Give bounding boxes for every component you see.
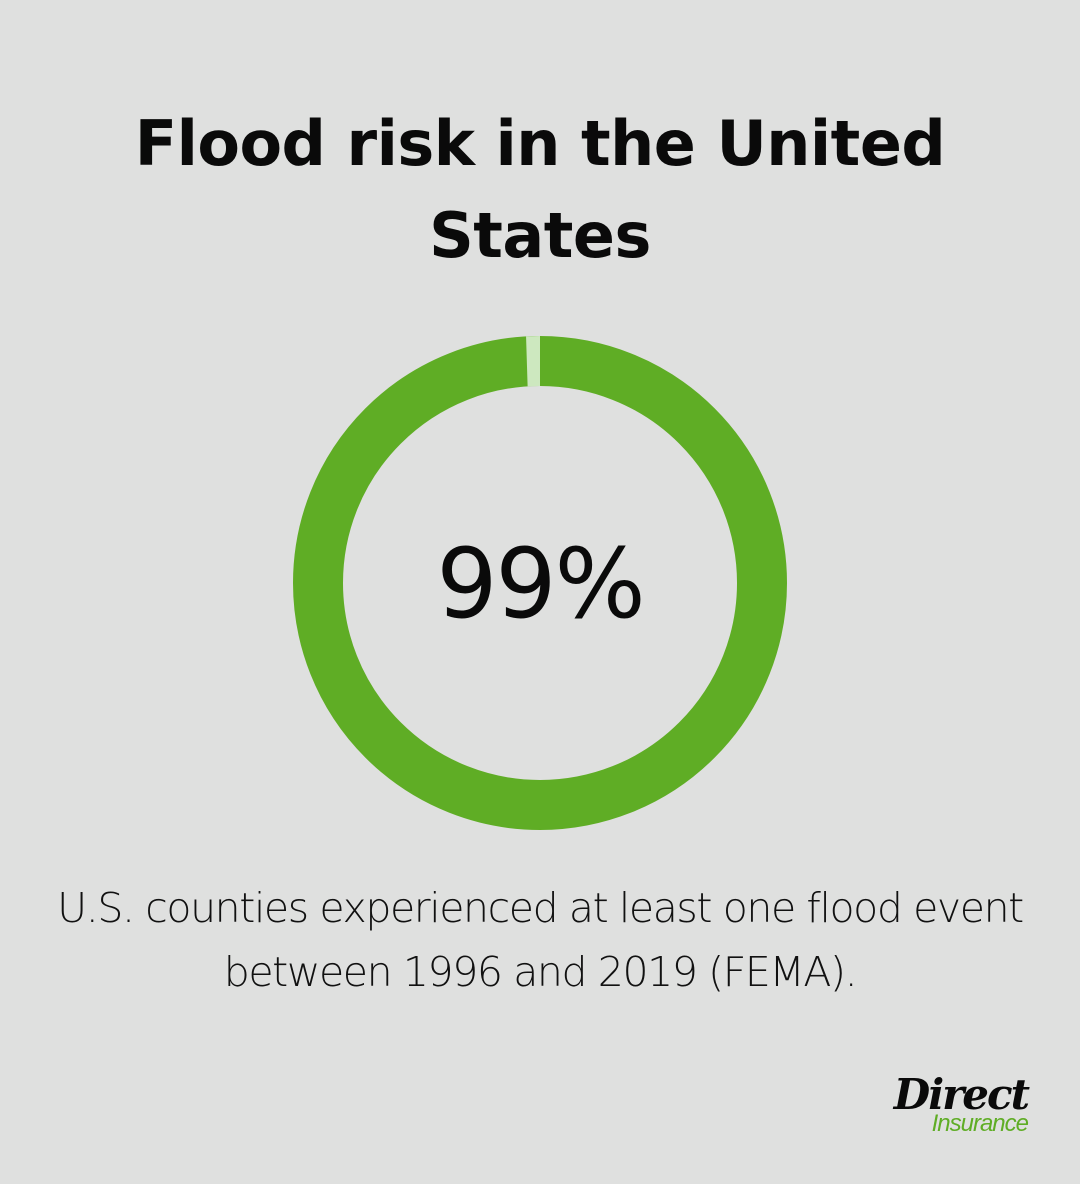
stat-caption: U.S. counties experienced at least one f… [57,884,1024,996]
donut-segment-remainder [526,336,540,387]
logo-brand-text: Direct [893,1070,1030,1119]
donut-chart-svg [293,336,787,830]
donut-chart [293,336,787,830]
brand-logo: Direct Insurance [893,1070,1030,1137]
page-title: Flood risk in the United States [134,107,946,272]
stat-value: 99% [436,528,645,640]
logo-sub-text: Insurance [931,1110,1029,1137]
